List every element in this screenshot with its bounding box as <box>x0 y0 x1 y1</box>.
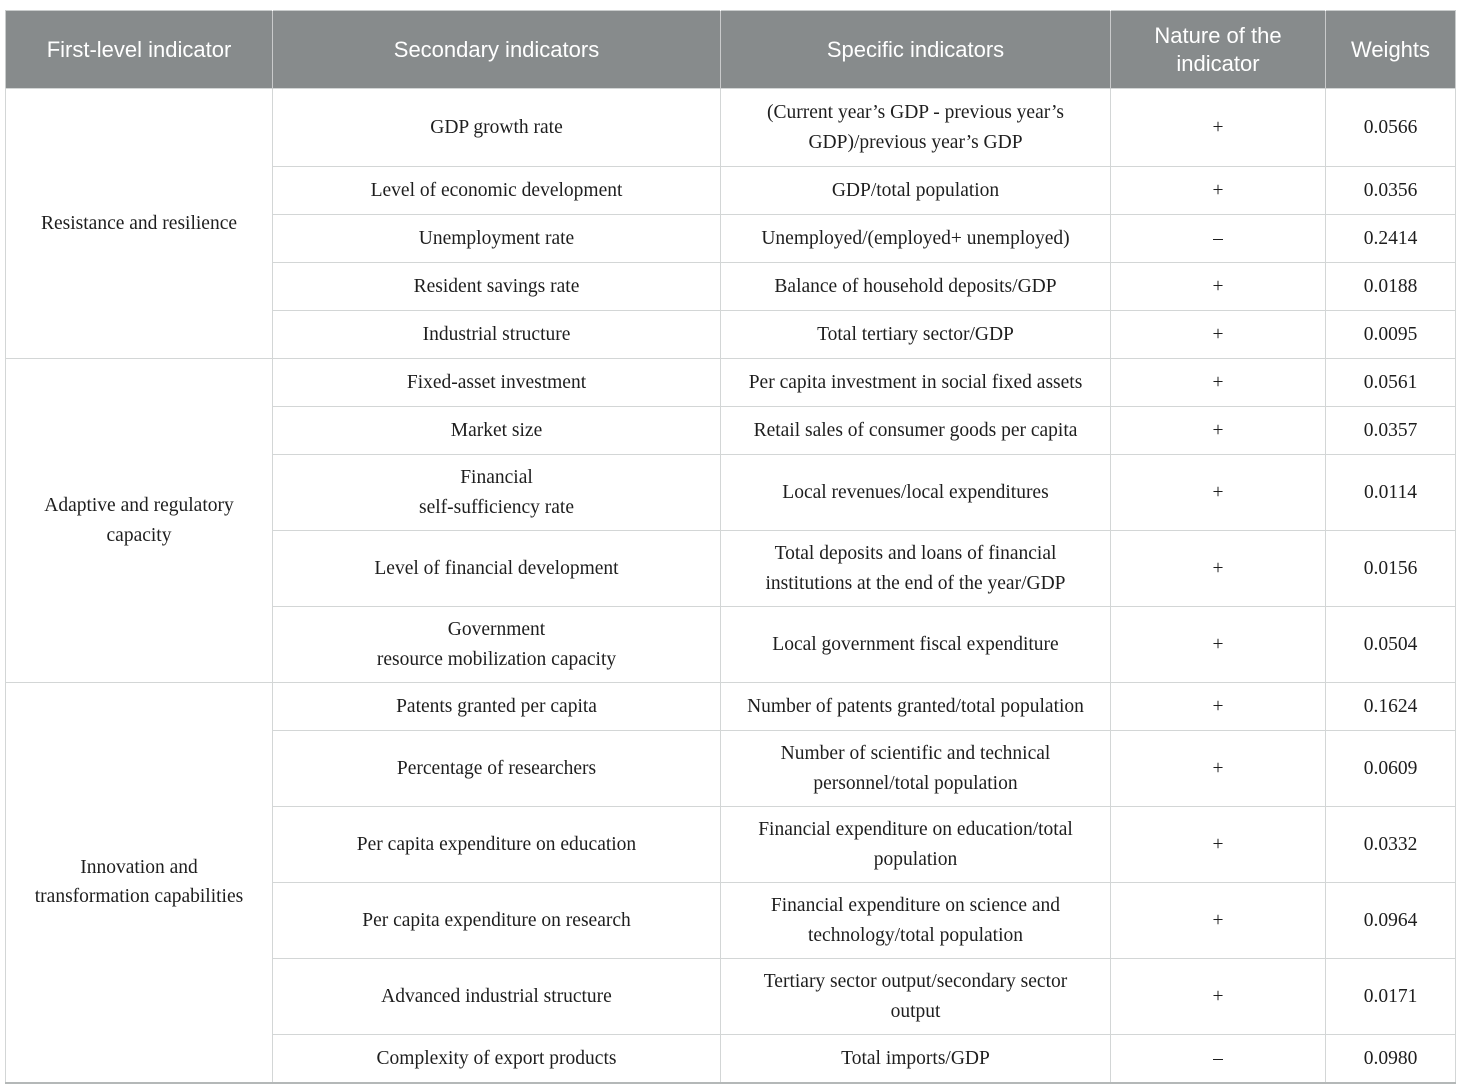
first-level-group-cell: Innovation and transformation capabiliti… <box>5 682 273 1083</box>
nature-cell: + <box>1110 454 1326 531</box>
nature-cell: + <box>1110 530 1326 607</box>
secondary-indicator-cell: Government resource mobilization capacit… <box>272 606 721 683</box>
secondary-indicator-cell: Per capita expenditure on research <box>272 882 721 959</box>
weight-cell: 0.0332 <box>1325 806 1456 883</box>
table-row: Level of economic development GDP/total … <box>6 166 1456 215</box>
table-row: Percentage of researchers Number of scie… <box>6 730 1456 807</box>
specific-indicator-cell: Balance of household deposits/GDP <box>720 262 1111 311</box>
specific-indicator-cell: Total deposits and loans of financial in… <box>720 530 1111 607</box>
header-first-level: First-level indicator <box>5 10 273 89</box>
nature-cell: + <box>1110 682 1326 731</box>
weight-cell: 0.0188 <box>1325 262 1456 311</box>
weight-cell: 0.2414 <box>1325 214 1456 263</box>
specific-indicator-cell: Number of patents granted/total populati… <box>720 682 1111 731</box>
specific-indicator-cell: Unemployed/(employed+ unemployed) <box>720 214 1111 263</box>
specific-indicator-cell: Total tertiary sector/GDP <box>720 310 1111 359</box>
table-row: Advanced industrial structure Tertiary s… <box>6 958 1456 1035</box>
header-secondary: Secondary indicators <box>272 10 721 89</box>
nature-cell: – <box>1110 1034 1326 1083</box>
secondary-indicator-cell: Per capita expenditure on education <box>272 806 721 883</box>
secondary-indicator-cell: Financial self-sufficiency rate <box>272 454 721 531</box>
table-row: Market size Retail sales of consumer goo… <box>6 406 1456 455</box>
table-body: Resistance and resilience GDP growth rat… <box>5 88 1456 1083</box>
nature-cell: + <box>1110 166 1326 215</box>
secondary-indicator-cell: Industrial structure <box>272 310 721 359</box>
weight-cell: 0.0095 <box>1325 310 1456 359</box>
weight-cell: 0.0171 <box>1325 958 1456 1035</box>
first-level-group-cell: Adaptive and regulatory capacity <box>5 358 273 683</box>
weight-cell: 0.0356 <box>1325 166 1456 215</box>
secondary-indicator-cell: Complexity of export products <box>272 1034 721 1083</box>
secondary-indicator-cell: GDP growth rate <box>272 88 721 167</box>
specific-indicator-cell: GDP/total population <box>720 166 1111 215</box>
weight-cell: 0.0504 <box>1325 606 1456 683</box>
secondary-indicator-cell: Patents granted per capita <box>272 682 721 731</box>
indicator-weights-table-container: First-level indicator Secondary indicato… <box>5 10 1456 1084</box>
weight-cell: 0.0609 <box>1325 730 1456 807</box>
secondary-indicator-cell: Resident savings rate <box>272 262 721 311</box>
nature-cell: + <box>1110 88 1326 167</box>
nature-cell: + <box>1110 406 1326 455</box>
first-level-group-cell: Resistance and resilience <box>5 88 273 359</box>
table-row: Unemployment rate Unemployed/(employed+ … <box>6 214 1456 263</box>
table-row: Adaptive and regulatory capacity Fixed-a… <box>5 358 1456 683</box>
secondary-indicator-cell: Market size <box>272 406 721 455</box>
nature-cell: + <box>1110 606 1326 683</box>
secondary-indicator-cell: Percentage of researchers <box>272 730 721 807</box>
weight-cell: 0.1624 <box>1325 682 1456 731</box>
nature-cell: + <box>1110 958 1326 1035</box>
weight-cell: 0.0566 <box>1325 88 1456 167</box>
specific-indicator-cell: Local revenues/local expenditures <box>720 454 1111 531</box>
specific-indicator-cell: Per capita investment in social fixed as… <box>720 358 1111 407</box>
specific-indicator-cell: Total imports/GDP <box>720 1034 1111 1083</box>
nature-cell: + <box>1110 806 1326 883</box>
weight-cell: 0.0964 <box>1325 882 1456 959</box>
nature-cell: + <box>1110 730 1326 807</box>
table-row: Innovation and transformation capabiliti… <box>5 682 1456 1083</box>
table-header: First-level indicator Secondary indicato… <box>5 10 1456 89</box>
table-row: Government resource mobilization capacit… <box>6 606 1456 683</box>
secondary-indicator-cell: Level of economic development <box>272 166 721 215</box>
weight-cell: 0.0357 <box>1325 406 1456 455</box>
indicator-weights-table: First-level indicator Secondary indicato… <box>5 10 1456 1084</box>
header-specific: Specific indicators <box>720 10 1111 89</box>
nature-cell: + <box>1110 310 1326 359</box>
specific-indicator-cell: (Current year’s GDP - previous year’s GD… <box>720 88 1111 167</box>
secondary-indicator-cell: Unemployment rate <box>272 214 721 263</box>
weight-cell: 0.0980 <box>1325 1034 1456 1083</box>
specific-indicator-cell: Local government fiscal expenditure <box>720 606 1111 683</box>
table-row: Per capita expenditure on education Fina… <box>6 806 1456 883</box>
table-row: Level of financial development Total dep… <box>6 530 1456 607</box>
table-row: Resident savings rate Balance of househo… <box>6 262 1456 311</box>
table-row: Complexity of export products Total impo… <box>6 1034 1456 1083</box>
table-row: Per capita expenditure on research Finan… <box>6 882 1456 959</box>
header-nature: Nature of the indicator <box>1110 10 1326 89</box>
nature-cell: + <box>1110 358 1326 407</box>
table-row: Industrial structure Total tertiary sect… <box>6 310 1456 359</box>
weight-cell: 0.0114 <box>1325 454 1456 531</box>
specific-indicator-cell: Financial expenditure on science and tec… <box>720 882 1111 959</box>
specific-indicator-cell: Financial expenditure on education/total… <box>720 806 1111 883</box>
secondary-indicator-cell: Advanced industrial structure <box>272 958 721 1035</box>
specific-indicator-cell: Number of scientific and technical perso… <box>720 730 1111 807</box>
header-row: First-level indicator Secondary indicato… <box>5 10 1456 89</box>
weight-cell: 0.0156 <box>1325 530 1456 607</box>
nature-cell: – <box>1110 214 1326 263</box>
specific-indicator-cell: Tertiary sector output/secondary sector … <box>720 958 1111 1035</box>
secondary-indicator-cell: Level of financial development <box>272 530 721 607</box>
table-row: Resistance and resilience GDP growth rat… <box>5 88 1456 359</box>
specific-indicator-cell: Retail sales of consumer goods per capit… <box>720 406 1111 455</box>
nature-cell: + <box>1110 882 1326 959</box>
secondary-indicator-cell: Fixed-asset investment <box>272 358 721 407</box>
weight-cell: 0.0561 <box>1325 358 1456 407</box>
header-weights: Weights <box>1325 10 1456 89</box>
nature-cell: + <box>1110 262 1326 311</box>
